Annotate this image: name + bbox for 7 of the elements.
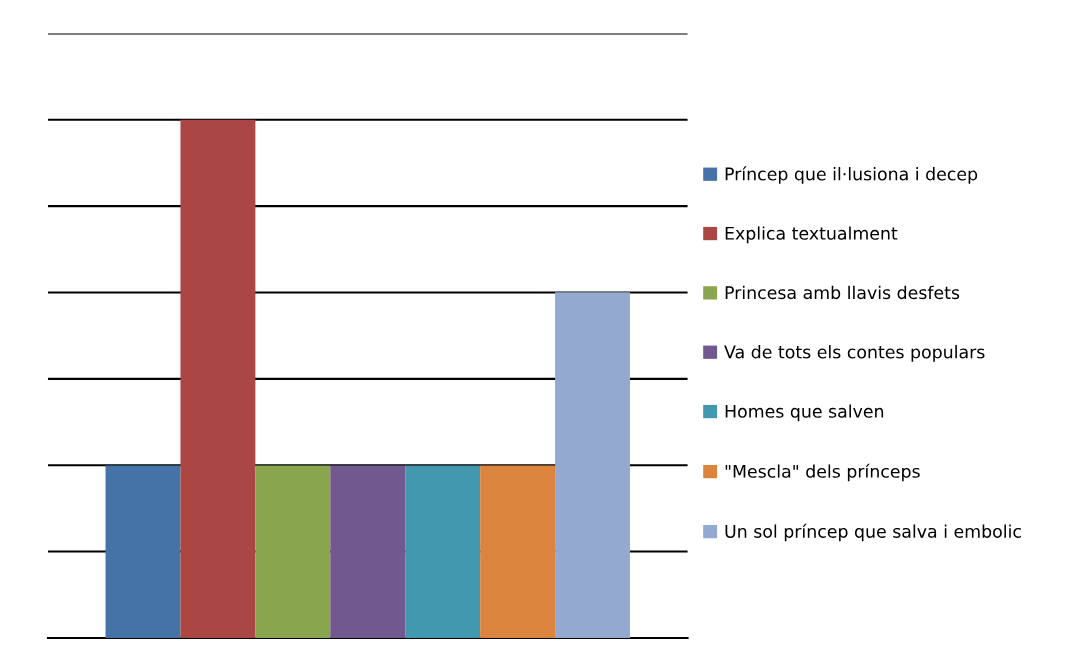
legend-label: "Mescla" dels prínceps <box>725 463 920 482</box>
legend-label: Príncep que il·lusiona i decep <box>725 166 978 184</box>
legend-label: Princesa amb llavis desfets <box>725 285 960 300</box>
legend-label: Un sol príncep que salva i embolic <box>725 523 1021 542</box>
legend-label: Explica textualment <box>725 226 898 244</box>
legend-label: Va de tots els contes populars <box>724 345 985 362</box>
legend-label: Homes que salven <box>725 404 884 422</box>
